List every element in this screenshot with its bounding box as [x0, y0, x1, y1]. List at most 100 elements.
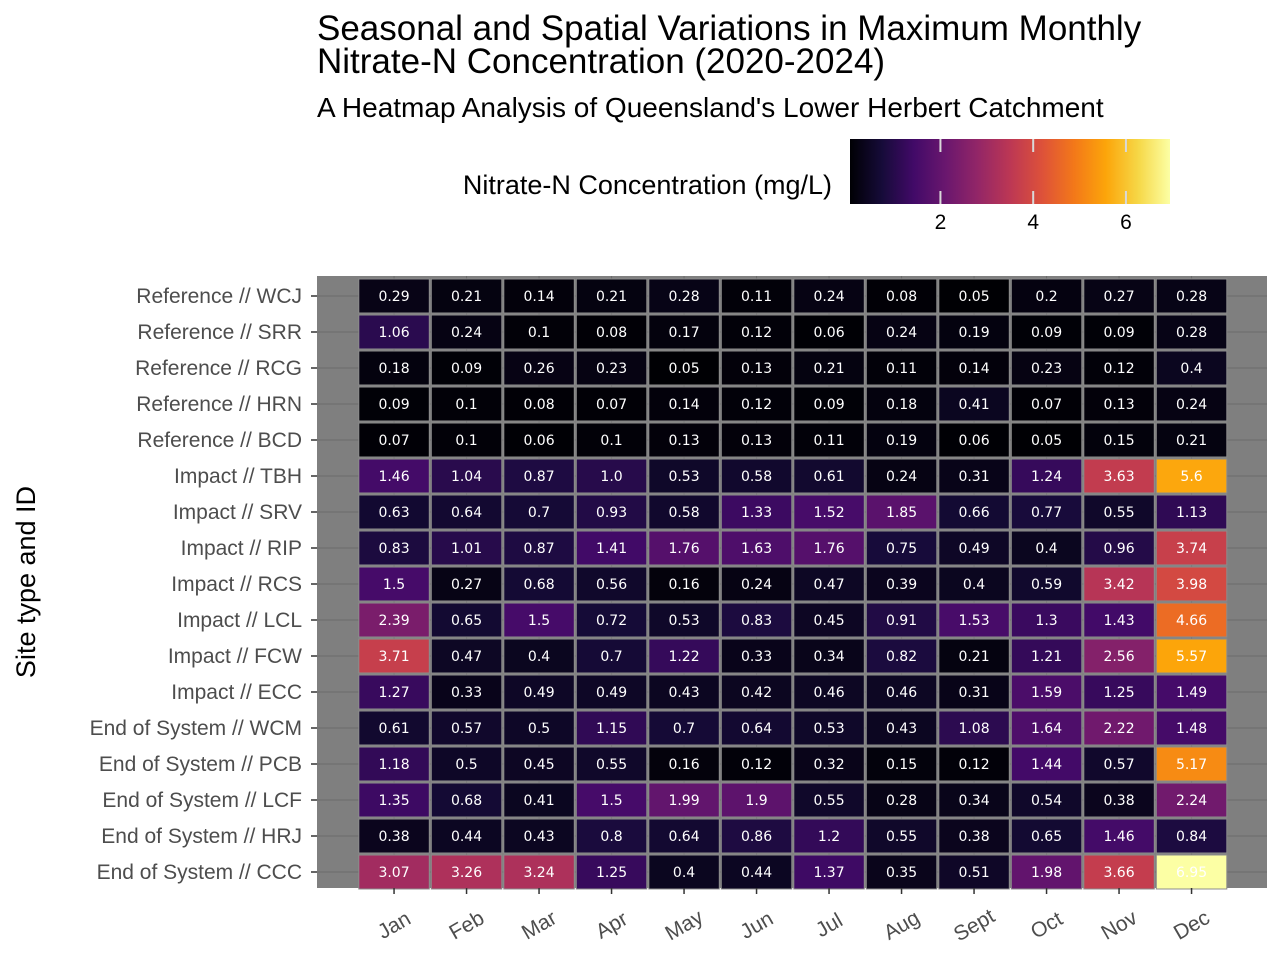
cell-value-label: 0.38 [378, 829, 409, 845]
cell-value-label: 0.32 [813, 757, 844, 773]
heatmap-cell [1083, 638, 1155, 674]
cell-value-label: 0.23 [1031, 361, 1062, 377]
heatmap-cell [503, 386, 575, 422]
cell-value-label: 0.11 [813, 433, 844, 449]
y-axis-label: Impact // LCL [177, 609, 302, 632]
heatmap-cell [1083, 350, 1155, 386]
cell-value-label: 0.38 [1103, 793, 1134, 809]
heatmap-cell [938, 566, 1010, 602]
heatmap-cell [720, 638, 793, 674]
cell-value-label: 0.15 [1103, 433, 1134, 449]
heatmap-cell [1155, 602, 1228, 638]
heatmap-cell [720, 314, 793, 350]
heatmap-cell [938, 638, 1010, 674]
x-axis-label: Jan [374, 907, 415, 944]
heatmap-cell [1010, 782, 1083, 818]
cell-value-label: 1.41 [596, 541, 627, 557]
cell-value-label: 0.2 [1035, 289, 1057, 305]
chart-title-line-2: Nitrate-N Concentration (2020-2024) [317, 42, 885, 81]
cell-value-label: 0.28 [886, 793, 917, 809]
cell-value-label: 0.16 [668, 577, 699, 593]
cell-value-label: 0.55 [596, 757, 627, 773]
y-axis-label: End of System // HRJ [101, 825, 302, 848]
cell-value-label: 0.07 [596, 397, 627, 413]
heatmap-cell [648, 566, 720, 602]
cell-value-label: 1.76 [668, 541, 699, 557]
x-axis-label: May [661, 905, 707, 945]
heatmap-cell [938, 386, 1010, 422]
heatmap-cell [865, 710, 938, 746]
heatmap-cell [575, 782, 648, 818]
cell-value-label: 0.19 [886, 433, 917, 449]
heatmap-cell [575, 638, 648, 674]
heatmap-cell [938, 782, 1010, 818]
heatmap-cell [503, 674, 575, 710]
heatmap-cell [430, 494, 503, 530]
cell-value-label: 0.47 [451, 649, 482, 665]
heatmap-cell [938, 674, 1010, 710]
heatmap-cell [1083, 674, 1155, 710]
cell-value-label: 0.33 [741, 649, 772, 665]
cell-value-label: 0.93 [596, 505, 627, 521]
heatmap-cell [358, 602, 430, 638]
cell-value-label: 0.4 [1180, 361, 1202, 377]
cell-value-label: 2.39 [378, 613, 409, 629]
cell-value-label: 0.83 [378, 541, 409, 557]
cell-value-label: 0.49 [523, 685, 554, 701]
heatmap-cell [358, 278, 430, 314]
heatmap-cell [720, 602, 793, 638]
cell-value-label: 0.23 [596, 361, 627, 377]
heatmap-cell [938, 746, 1010, 782]
cell-value-label: 0.17 [668, 325, 699, 341]
heatmap-cell [1155, 278, 1228, 314]
cell-value-label: 1.76 [813, 541, 844, 557]
cell-value-label: 0.09 [1103, 325, 1134, 341]
heatmap-cell [720, 530, 793, 566]
cell-value-label: 3.07 [378, 865, 409, 881]
heatmap-cell [938, 710, 1010, 746]
cell-value-label: 5.6 [1180, 469, 1202, 485]
heatmap-cell [1010, 278, 1083, 314]
heatmap-cell [1155, 674, 1228, 710]
heatmap-cell [648, 746, 720, 782]
cell-value-label: 1.5 [383, 577, 405, 593]
cell-value-label: 0.66 [958, 505, 989, 521]
cell-value-label: 0.27 [451, 577, 482, 593]
heatmap-cell [358, 350, 430, 386]
heatmap-cell [1010, 710, 1083, 746]
cell-value-label: 0.49 [596, 685, 627, 701]
cell-value-label: 1.04 [451, 469, 482, 485]
y-axis-label: End of System // LCF [102, 789, 302, 812]
heatmap-cell [720, 782, 793, 818]
cell-value-label: 0.28 [1176, 325, 1207, 341]
cell-value-label: 0.49 [958, 541, 989, 557]
cell-value-label: 0.06 [523, 433, 554, 449]
heatmap-cell [430, 278, 503, 314]
cell-value-label: 0.12 [958, 757, 989, 773]
heatmap-cell [648, 530, 720, 566]
heatmap-cell [503, 782, 575, 818]
heatmap-cell [358, 710, 430, 746]
heatmap-cell [575, 710, 648, 746]
cell-value-label: 1.13 [1176, 505, 1207, 521]
heatmap-cell [1010, 638, 1083, 674]
heatmap-cell [1155, 458, 1228, 494]
heatmap-cell [720, 422, 793, 458]
heatmap-cell [1155, 710, 1228, 746]
heatmap-cell [1083, 710, 1155, 746]
cell-value-label: 0.75 [886, 541, 917, 557]
cell-value-label: 0.44 [451, 829, 482, 845]
heatmap-cell [1010, 494, 1083, 530]
heatmap-cell [938, 602, 1010, 638]
cell-value-label: 1.33 [741, 505, 772, 521]
heatmap-cell [1083, 386, 1155, 422]
chart-subtitle: A Heatmap Analysis of Queensland's Lower… [317, 92, 1104, 123]
cell-value-label: 0.43 [668, 685, 699, 701]
heatmap-cell [358, 638, 430, 674]
legend: Nitrate-N Concentration (mg/L) 2 4 6 [463, 139, 1170, 234]
cell-value-label: 0.18 [378, 361, 409, 377]
heatmap-cell [575, 278, 648, 314]
cell-value-label: 0.41 [523, 793, 554, 809]
heatmap-cell [865, 818, 938, 854]
heatmap-cell [938, 278, 1010, 314]
